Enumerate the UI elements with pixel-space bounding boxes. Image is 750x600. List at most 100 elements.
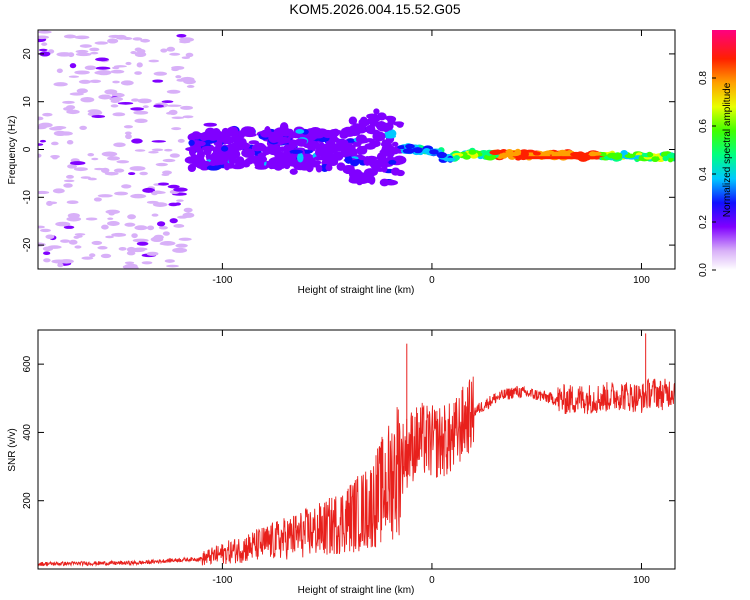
- x-tick-label: 100: [633, 275, 650, 286]
- snr-axes: -100 0 100 200 400 600: [22, 330, 675, 586]
- noise-blob: [160, 241, 176, 246]
- noise-blob: [151, 213, 159, 217]
- noise-blob: [95, 66, 111, 70]
- noise-blob: [74, 70, 90, 75]
- scatter-blob: [381, 157, 389, 164]
- scatter-blob: [201, 145, 215, 152]
- colorbar-tick-label: 0.0: [698, 263, 709, 277]
- carrier-blob: [436, 151, 447, 159]
- noise-blob: [123, 82, 133, 85]
- noise-blob: [107, 217, 114, 220]
- noise-blob: [55, 221, 71, 227]
- x-tick-label: 0: [429, 575, 435, 586]
- x-tick-label: 100: [633, 575, 650, 586]
- scatter-blob: [331, 156, 339, 163]
- noise-blob: [130, 107, 145, 111]
- noise-blob: [136, 62, 143, 68]
- noise-blob: [105, 235, 114, 239]
- noise-blob: [95, 57, 109, 62]
- scatter-blob: [359, 138, 370, 144]
- noise-blob: [179, 40, 191, 44]
- scatter-blob: [366, 113, 379, 120]
- scatter-blob: [206, 164, 221, 171]
- noise-blob: [176, 199, 184, 202]
- scatter-blob: [313, 142, 320, 150]
- scatter-blob: [214, 155, 228, 165]
- scatter-blob: [379, 149, 388, 155]
- noise-blob: [142, 187, 156, 193]
- scatter-blob: [315, 164, 323, 173]
- carrier-blob: [543, 150, 556, 155]
- noise-blob: [87, 177, 98, 181]
- noise-blob: [161, 173, 170, 177]
- scatter-blob: [381, 163, 388, 173]
- scatter-blob: [283, 159, 291, 170]
- noise-blob: [75, 52, 92, 57]
- scatter-blob: [230, 137, 244, 143]
- noise-blob: [66, 174, 74, 179]
- noise-blob: [124, 222, 136, 227]
- scatter-blob: [325, 163, 333, 172]
- y-tick-label: 10: [22, 96, 33, 108]
- scatter-blob: [295, 129, 305, 134]
- y-tick-label: 200: [22, 492, 33, 509]
- colorbar-axis: 0.0 0.2 0.4 0.6 0.8: [698, 71, 716, 277]
- noise-blob: [76, 88, 89, 94]
- noise-blob: [140, 38, 151, 43]
- noise-blob: [167, 184, 180, 189]
- carrier-blob: [611, 153, 622, 160]
- scatter-blob: [188, 139, 195, 146]
- noise-blob: [166, 46, 176, 52]
- scatter-blob: [228, 155, 237, 165]
- noise-blob: [74, 245, 82, 249]
- noise-blob: [130, 265, 139, 269]
- noise-blob: [104, 171, 119, 176]
- noise-blob: [67, 52, 75, 58]
- noise-blob: [76, 235, 83, 238]
- noise-blob: [38, 116, 44, 121]
- scatter-blob: [381, 124, 390, 133]
- carrier-blob: [500, 152, 508, 159]
- noise-blob: [93, 197, 102, 202]
- carrier-blob: [570, 151, 582, 157]
- noise-blob: [183, 79, 194, 83]
- snr-ylabel: SNR (v/v): [7, 428, 18, 471]
- noise-blob: [177, 215, 188, 219]
- carrier-blob: [412, 147, 423, 153]
- scatter-blob: [269, 143, 278, 151]
- noise-blob: [185, 52, 194, 58]
- scatter-blob: [356, 178, 363, 186]
- noise-blob: [166, 104, 182, 107]
- noise-blob: [112, 80, 120, 84]
- noise-blob: [78, 79, 92, 84]
- noise-blob: [97, 246, 108, 250]
- scatter-blob: [388, 159, 397, 165]
- noise-blob: [90, 51, 99, 55]
- noise-blob: [105, 209, 121, 214]
- noise-blob: [181, 56, 191, 60]
- noise-blob: [38, 153, 42, 158]
- scatter-blob: [289, 168, 298, 175]
- noise-blob: [116, 160, 130, 164]
- figure-title: KOM5.2026.004.15.52.G05: [289, 1, 461, 17]
- noise-blob: [148, 59, 160, 63]
- noise-blob: [186, 85, 195, 88]
- noise-blob: [134, 225, 148, 231]
- noise-blob: [178, 237, 192, 241]
- noise-blob: [175, 243, 188, 248]
- colorbar-tick-label: 0.2: [698, 215, 709, 229]
- noise-blob: [107, 221, 120, 227]
- noise-blob: [117, 102, 134, 105]
- scatter-blob: [344, 155, 353, 164]
- snr-frame: [37, 329, 676, 570]
- scatter-blob: [343, 164, 355, 170]
- noise-blob: [134, 71, 142, 75]
- noise-blob: [162, 170, 173, 175]
- scatter-blob: [368, 157, 376, 168]
- carrier-blob: [662, 155, 669, 162]
- y-tick-label: 400: [22, 424, 33, 441]
- noise-blob: [89, 110, 103, 116]
- scatter-blob: [268, 133, 279, 143]
- noise-blob: [67, 164, 78, 169]
